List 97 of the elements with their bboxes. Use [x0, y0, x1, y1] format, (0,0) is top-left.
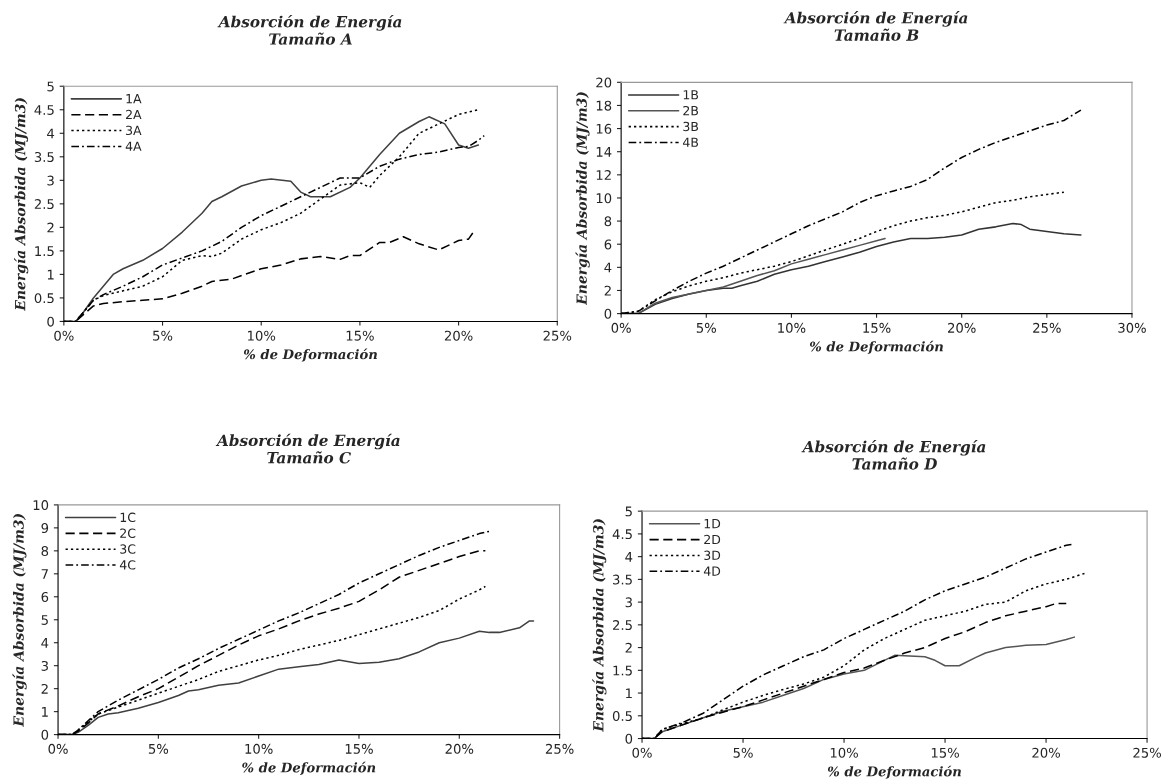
y-tick-label: 2.5: [34, 199, 54, 210]
legend-label: 4B: [683, 137, 699, 147]
y-axis-title: Energía Absorbida (MJ/m3): [575, 92, 590, 306]
x-tick-label: 20%: [948, 322, 976, 333]
chart-title: Absorción de Energía Tamaño A: [217, 15, 402, 45]
y-tick-label: 4: [625, 552, 633, 562]
y-axis-title: Energía Absorbida (MJ/m3): [12, 514, 27, 727]
legend-label: 3B: [683, 121, 699, 132]
y-tick-label: 2: [41, 683, 48, 694]
y-tick-label: 10: [596, 193, 612, 204]
y-tick-label: 12: [596, 170, 611, 180]
x-tick-label: 30%: [1118, 322, 1146, 333]
y-tick-label: 3: [625, 597, 632, 608]
x-axis-title: % de Deformación: [243, 348, 378, 362]
chart-title: Absorción de Energía Tamaño D: [801, 439, 986, 470]
y-tick-label: 3: [41, 660, 48, 671]
y-tick-label: 0.5: [612, 711, 632, 721]
y-tick-label: 5: [47, 81, 54, 92]
y-tick-label: 0: [47, 316, 54, 327]
x-tick-label: 15%: [931, 747, 959, 758]
x-axis-title: % de Deformación: [827, 765, 961, 779]
x-tick-label: 25%: [545, 743, 574, 754]
x-tick-label: 10%: [248, 330, 276, 341]
y-tick-label: 1: [47, 269, 54, 280]
x-tick-label: 15%: [346, 330, 374, 341]
y-tick-label: 1.5: [613, 665, 632, 676]
x-tick-label: 5%: [696, 322, 717, 333]
y-tick-label: 4: [604, 262, 612, 273]
y-tick-label: 2: [625, 642, 632, 653]
y-tick-label: 4.5: [34, 105, 54, 115]
y-axis-title: Energía Absorbida (MJ/m3): [14, 98, 29, 311]
x-tick-label: 15%: [345, 743, 373, 754]
y-tick-label: 0: [604, 308, 612, 319]
x-tick-label: 20%: [444, 330, 473, 341]
legend-label: 3C: [120, 544, 136, 554]
y-tick-label: 3.5: [613, 574, 632, 585]
x-tick-label: 20%: [1032, 747, 1060, 758]
x-tick-label: 20%: [445, 743, 474, 754]
y-tick-label: 16: [596, 123, 612, 134]
y-tick-label: 10: [33, 500, 49, 511]
y-tick-label: 6: [41, 592, 49, 602]
y-tick-label: 8: [41, 546, 49, 557]
y-tick-label: 20: [596, 77, 612, 88]
chart-title: Absorción de Energía Tamaño C: [215, 433, 400, 464]
y-tick-label: 0: [625, 733, 633, 744]
legend-label: 2C: [120, 528, 136, 538]
y-tick-label: 5: [41, 615, 48, 625]
x-tick-label: 25%: [1133, 747, 1161, 758]
y-axis-title: Energía Absorbida (MJ/m3): [592, 519, 607, 732]
legend-label: 1C: [120, 512, 136, 523]
x-tick-label: 0%: [48, 743, 68, 754]
legend-label: 4D: [703, 566, 721, 576]
y-tick-label: 0.5: [34, 293, 54, 304]
legend-label: 1A: [126, 94, 142, 104]
y-tick-label: 14: [596, 147, 612, 157]
x-tick-label: 0%: [632, 747, 652, 758]
x-tick-label: 5%: [148, 743, 169, 754]
y-tick-label: 4: [41, 638, 49, 648]
x-tick-label: 25%: [1033, 322, 1061, 333]
legend-label: 2D: [704, 534, 721, 545]
legend-label: 3D: [704, 550, 721, 561]
y-tick-label: 4: [47, 128, 55, 139]
x-tick-label: 10%: [245, 743, 273, 754]
y-tick-label: 3.5: [34, 152, 54, 162]
y-tick-label: 3: [47, 175, 54, 186]
x-tick-label: 5%: [733, 747, 753, 758]
x-tick-label: 0%: [611, 322, 631, 333]
y-tick-label: 5: [625, 506, 632, 517]
y-tick-label: 1: [42, 707, 48, 717]
y-tick-label: 18: [596, 100, 612, 111]
x-tick-label: 5%: [153, 330, 173, 341]
y-tick-label: 2: [604, 285, 611, 296]
x-axis-title: % de Deformación: [809, 340, 943, 354]
legend-label: 2A: [126, 109, 142, 120]
legend-label: 1B: [683, 90, 699, 100]
y-tick-label: 6: [604, 239, 612, 250]
x-tick-label: 10%: [830, 747, 858, 758]
y-tick-label: 4.5: [612, 529, 632, 540]
x-tick-label: 25%: [543, 330, 572, 341]
y-tick-label: 1.5: [35, 246, 54, 257]
legend-label: 4A: [125, 141, 142, 151]
x-tick-label: 10%: [778, 322, 806, 333]
y-tick-label: 1: [626, 688, 632, 699]
y-tick-label: 9: [41, 523, 49, 534]
x-tick-label: 15%: [863, 322, 891, 333]
y-tick-label: 0: [41, 729, 49, 740]
y-tick-label: 2.5: [612, 620, 632, 631]
legend-label: 3A: [126, 125, 142, 136]
x-tick-label: 0%: [54, 330, 74, 341]
legend-label: 4C: [119, 560, 136, 570]
legend-label: 1D: [704, 519, 721, 529]
chart-title: Absorción de Energía Tamaño B: [783, 11, 968, 41]
y-tick-label: 7: [41, 569, 48, 579]
x-axis-title: % de Deformación: [242, 761, 376, 775]
y-tick-label: 8: [604, 216, 612, 227]
legend-label: 2B: [683, 105, 699, 116]
y-tick-label: 2: [47, 222, 54, 233]
